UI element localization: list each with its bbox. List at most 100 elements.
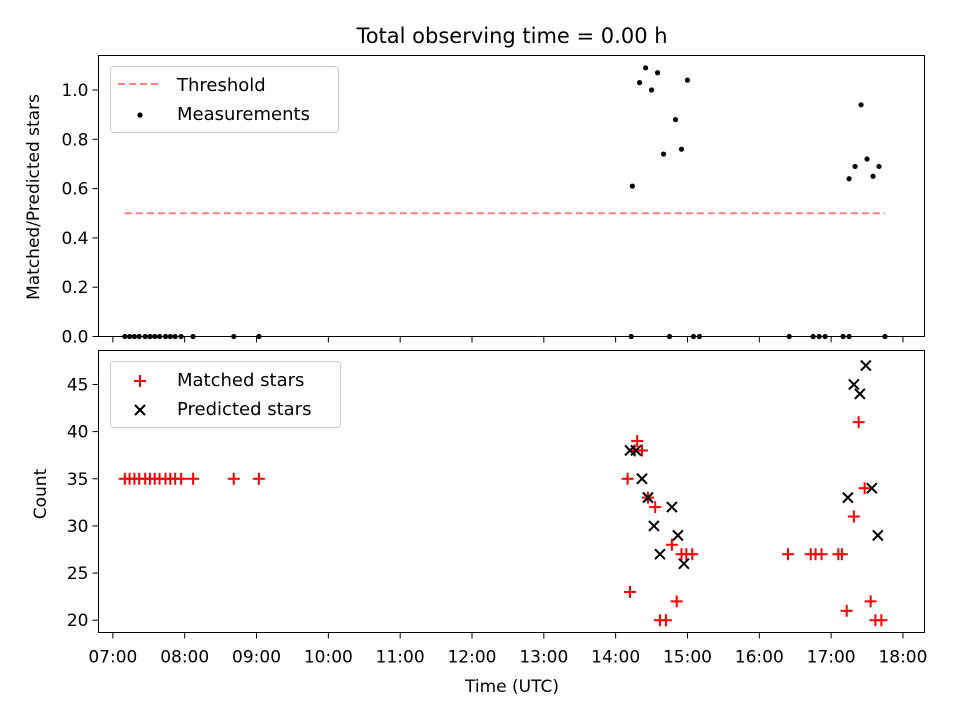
- predicted-star-point: [642, 491, 654, 504]
- bottom-x-tick-label: 17:00: [807, 648, 856, 668]
- predicted-star-point: [854, 388, 866, 400]
- measurement-point: [852, 163, 858, 170]
- bottom-legend: Matched stars Predicted stars: [110, 361, 341, 428]
- measurement-point: [642, 65, 649, 71]
- predicted-star-point: [860, 359, 872, 372]
- matched-star-point: [840, 604, 853, 617]
- bottom-x-tick-label: 15:00: [663, 648, 712, 668]
- predicted-star-point: [872, 529, 884, 542]
- bottom-y-axis-label: Count: [31, 468, 51, 519]
- predicted-star-point: [630, 444, 642, 457]
- bottom-y-tick-label: 25: [67, 564, 89, 584]
- legend-matched-label: Matched stars: [177, 370, 304, 391]
- top-y-tick-label: 0.8: [61, 130, 88, 150]
- measurement-point: [648, 87, 655, 93]
- matched-star-point: [659, 614, 672, 627]
- measurement-point: [870, 173, 876, 179]
- predicted-star-stroke-b: [672, 529, 684, 542]
- predicted-star-stroke-b: [636, 473, 648, 485]
- predicted-star-stroke-b: [654, 548, 666, 560]
- matched-star-point: [631, 435, 644, 448]
- bottom-x-tick-label: 09:00: [232, 648, 281, 668]
- bottom-x-tick-label: 08:00: [160, 648, 209, 668]
- legend-measurements-marker: [137, 112, 143, 118]
- matched-star-point: [175, 472, 188, 485]
- bottom-x-tick-label: 14:00: [591, 648, 640, 668]
- top-y-tick-label: 0.4: [61, 229, 88, 249]
- measurement-point: [846, 176, 852, 182]
- matched-star-point: [858, 482, 871, 495]
- top-y-tick-label: 0.0: [61, 328, 88, 348]
- matched-star-point: [815, 548, 828, 561]
- measurement-point: [654, 70, 661, 76]
- figure-title: Total observing time = 0.00 h: [355, 24, 667, 48]
- measurement-point: [684, 77, 691, 83]
- matched-star-point: [852, 416, 865, 429]
- matched-star-point: [635, 444, 648, 457]
- predicted-star-point: [672, 529, 684, 542]
- predicted-star-point: [648, 520, 660, 532]
- top-x-ticks: [112, 336, 904, 343]
- legend-matched-marker: [134, 375, 146, 387]
- top-panel: 0.0 0.2 0.4 0.6 0.8 1.0 Matched/Predicted sta…: [24, 55, 925, 348]
- measurement-point: [672, 116, 679, 123]
- predicted-star-stroke-b: [648, 520, 660, 532]
- bottom-y-axis: 20 25 30 35 40 45: [67, 375, 99, 631]
- matched-star-point: [187, 472, 200, 485]
- bottom-legend-box: [110, 361, 341, 428]
- bottom-y-tick-label: 30: [67, 517, 89, 537]
- predicted-star-stroke-b: [848, 378, 860, 391]
- measurement-point: [660, 151, 667, 157]
- matched-star-point: [624, 585, 637, 598]
- bottom-x-tick-label: 18:00: [878, 648, 927, 668]
- bottom-x-tick-label: 16:00: [735, 648, 784, 668]
- measurement-point: [629, 183, 636, 189]
- bottom-y-tick-label: 35: [67, 470, 89, 490]
- top-legend: Threshold Measurements: [110, 66, 339, 133]
- legend-measurements-label: Measurements: [177, 104, 310, 125]
- predicted-star-stroke-b: [666, 501, 678, 513]
- bottom-x-axis: 07:00 08:00 09:00 10:00 11:00 12:00 13:00 14:00…: [88, 632, 927, 668]
- predicted-star-point: [866, 482, 878, 494]
- predicted-star-stroke-b: [678, 557, 690, 570]
- measurement-point: [678, 146, 685, 152]
- predicted-star-point: [678, 557, 690, 570]
- measurement-point: [876, 163, 882, 170]
- matched-star-point: [782, 548, 795, 561]
- legend-predicted-label: Predicted stars: [177, 399, 311, 420]
- measurement-point: [858, 102, 864, 108]
- predicted-star-point: [848, 378, 860, 391]
- measurement-point: [636, 80, 643, 86]
- bottom-x-tick-label: 13:00: [519, 648, 568, 668]
- predicted-star-point: [842, 491, 854, 504]
- matched-star-point: [670, 595, 683, 608]
- legend-predicted-marker: [134, 404, 146, 416]
- top-y-axis: 0.0 0.2 0.4 0.6 0.8 1.0: [61, 81, 99, 348]
- bottom-x-tick-label: 11:00: [376, 648, 425, 668]
- matched-star-point: [252, 472, 265, 485]
- matched-star-point: [686, 548, 699, 561]
- matched-star-point: [864, 595, 877, 608]
- bottom-y-tick-label: 40: [67, 423, 89, 443]
- bottom-plot-marks: [118, 359, 888, 627]
- predicted-star-stroke-b: [866, 482, 878, 494]
- bottom-y-tick-label: 45: [67, 375, 89, 395]
- measurement-point: [864, 156, 870, 162]
- bottom-x-tick-label: 10:00: [304, 648, 353, 668]
- legend-threshold-label: Threshold: [176, 75, 266, 96]
- predicted-star-stroke-b: [860, 359, 872, 372]
- predicted-star-point: [636, 473, 648, 485]
- predicted-star-stroke-b: [642, 491, 654, 504]
- bottom-x-tick-label: 12:00: [447, 648, 496, 668]
- bottom-x-tick-label: 07:00: [88, 648, 137, 668]
- bottom-panel: 20 25 30 35 40 45 07:00 08:00 09:00 10:00 11:00 12…: [31, 350, 927, 697]
- predicted-star-stroke-b: [630, 444, 642, 457]
- matched-star-point: [835, 548, 848, 561]
- bottom-y-tick-label: 20: [67, 611, 89, 631]
- bottom-axes-frame: [98, 350, 925, 633]
- predicted-star-point: [666, 501, 678, 513]
- matched-star-point: [227, 472, 240, 485]
- matched-star-point: [665, 538, 678, 551]
- predicted-star-stroke-b: [842, 491, 854, 504]
